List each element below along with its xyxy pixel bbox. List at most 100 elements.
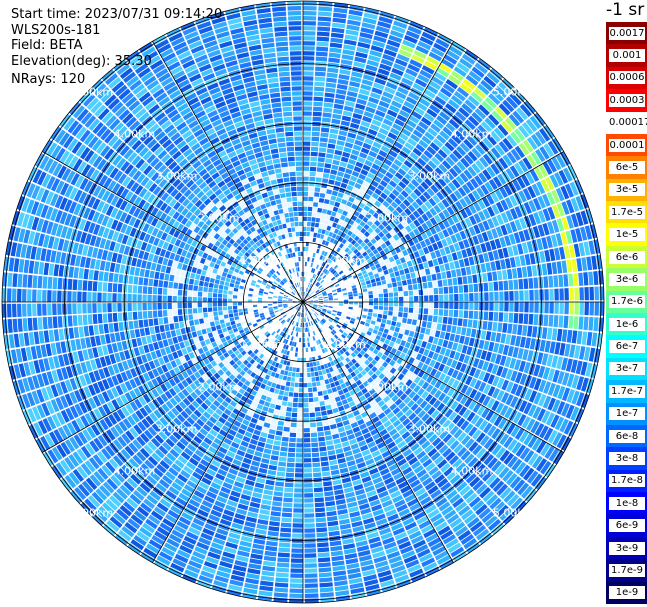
range-gate xyxy=(325,404,332,410)
range-gate xyxy=(379,179,388,188)
range-gate xyxy=(331,402,338,409)
range-gate xyxy=(279,451,288,457)
range-gate xyxy=(321,280,326,285)
range-gate xyxy=(462,276,468,285)
range-gate xyxy=(261,458,270,464)
range-gate xyxy=(291,553,303,558)
range-gate xyxy=(304,518,315,523)
range-gate xyxy=(336,247,342,253)
range-gate xyxy=(424,200,433,210)
range-gate xyxy=(304,593,319,598)
range-gate xyxy=(425,210,433,219)
range-gate xyxy=(297,352,301,358)
range-gate xyxy=(276,399,282,406)
range-gate xyxy=(406,279,412,285)
range-gate xyxy=(414,175,423,184)
range-gate xyxy=(584,302,589,316)
range-gate xyxy=(426,56,440,66)
range-gate xyxy=(340,120,350,127)
range-gate xyxy=(416,339,423,347)
range-gate xyxy=(482,137,494,149)
range-gate xyxy=(341,415,348,422)
range-gate xyxy=(313,482,323,488)
range-gate xyxy=(303,251,306,257)
range-gate xyxy=(519,290,524,301)
range-gate xyxy=(303,372,307,378)
range-gate xyxy=(393,218,400,226)
range-gate xyxy=(313,287,318,291)
range-gate xyxy=(429,226,437,235)
range-gate xyxy=(512,110,525,124)
range-gate xyxy=(315,512,326,518)
range-gate xyxy=(429,104,441,114)
range-gate xyxy=(464,49,479,61)
range-gate xyxy=(467,275,473,284)
range-gate xyxy=(423,89,436,99)
range-gate xyxy=(284,416,291,422)
range-gate xyxy=(264,385,271,391)
range-gate xyxy=(331,270,337,275)
range-gate xyxy=(343,253,349,259)
range-gate xyxy=(446,206,455,216)
range-gate xyxy=(373,302,379,306)
range-gate xyxy=(365,106,376,114)
range-gate xyxy=(315,290,320,294)
range-gate xyxy=(416,276,422,284)
range-gate xyxy=(436,272,442,280)
range-gate xyxy=(303,226,307,232)
range-gate xyxy=(497,322,503,333)
range-gate xyxy=(388,267,394,274)
range-gate xyxy=(284,421,291,427)
range-gate xyxy=(307,282,311,288)
range-gate xyxy=(324,92,335,98)
range-gate xyxy=(359,125,369,133)
range-gate xyxy=(393,141,404,150)
range-gate xyxy=(312,361,317,367)
range-gate xyxy=(494,85,508,98)
range-gate xyxy=(419,302,424,308)
range-gate xyxy=(319,446,327,452)
range-gate xyxy=(322,112,332,118)
range-gate xyxy=(399,269,405,276)
range-gate xyxy=(518,142,530,156)
range-gate xyxy=(312,462,321,468)
range-gate xyxy=(264,443,273,450)
range-gate xyxy=(436,115,448,126)
range-gate xyxy=(421,320,427,328)
range-gate xyxy=(311,131,320,137)
range-gate xyxy=(389,72,402,81)
range-gate xyxy=(386,319,392,325)
range-gate xyxy=(338,219,344,226)
range-gate xyxy=(374,188,382,196)
range-gate xyxy=(392,331,399,338)
range-gate xyxy=(330,276,336,281)
range-gate xyxy=(292,347,296,352)
range-gate xyxy=(368,305,374,309)
range-gate xyxy=(347,19,361,27)
range-gate xyxy=(414,302,419,308)
range-gate xyxy=(397,251,404,259)
range-gate xyxy=(321,261,326,267)
range-gate xyxy=(321,117,331,123)
range-gate xyxy=(363,224,370,231)
range-gate xyxy=(303,413,310,418)
range-gate xyxy=(352,290,358,294)
range-gate xyxy=(324,163,332,169)
range-gate xyxy=(316,527,328,533)
range-gate xyxy=(341,398,348,405)
range-gate xyxy=(519,103,532,117)
range-gate xyxy=(358,202,366,209)
range-gate xyxy=(481,100,494,113)
range-gate xyxy=(325,158,333,164)
range-gate xyxy=(477,83,490,96)
range-gate xyxy=(306,287,309,292)
range-gate xyxy=(378,100,390,109)
range-gate xyxy=(333,264,339,270)
range-gate xyxy=(308,277,311,283)
range-gate xyxy=(334,585,349,592)
range-gate xyxy=(352,309,358,314)
range-gate xyxy=(503,280,509,291)
range-gate xyxy=(226,325,232,331)
range-gate xyxy=(468,284,474,293)
range-gate xyxy=(488,282,494,292)
